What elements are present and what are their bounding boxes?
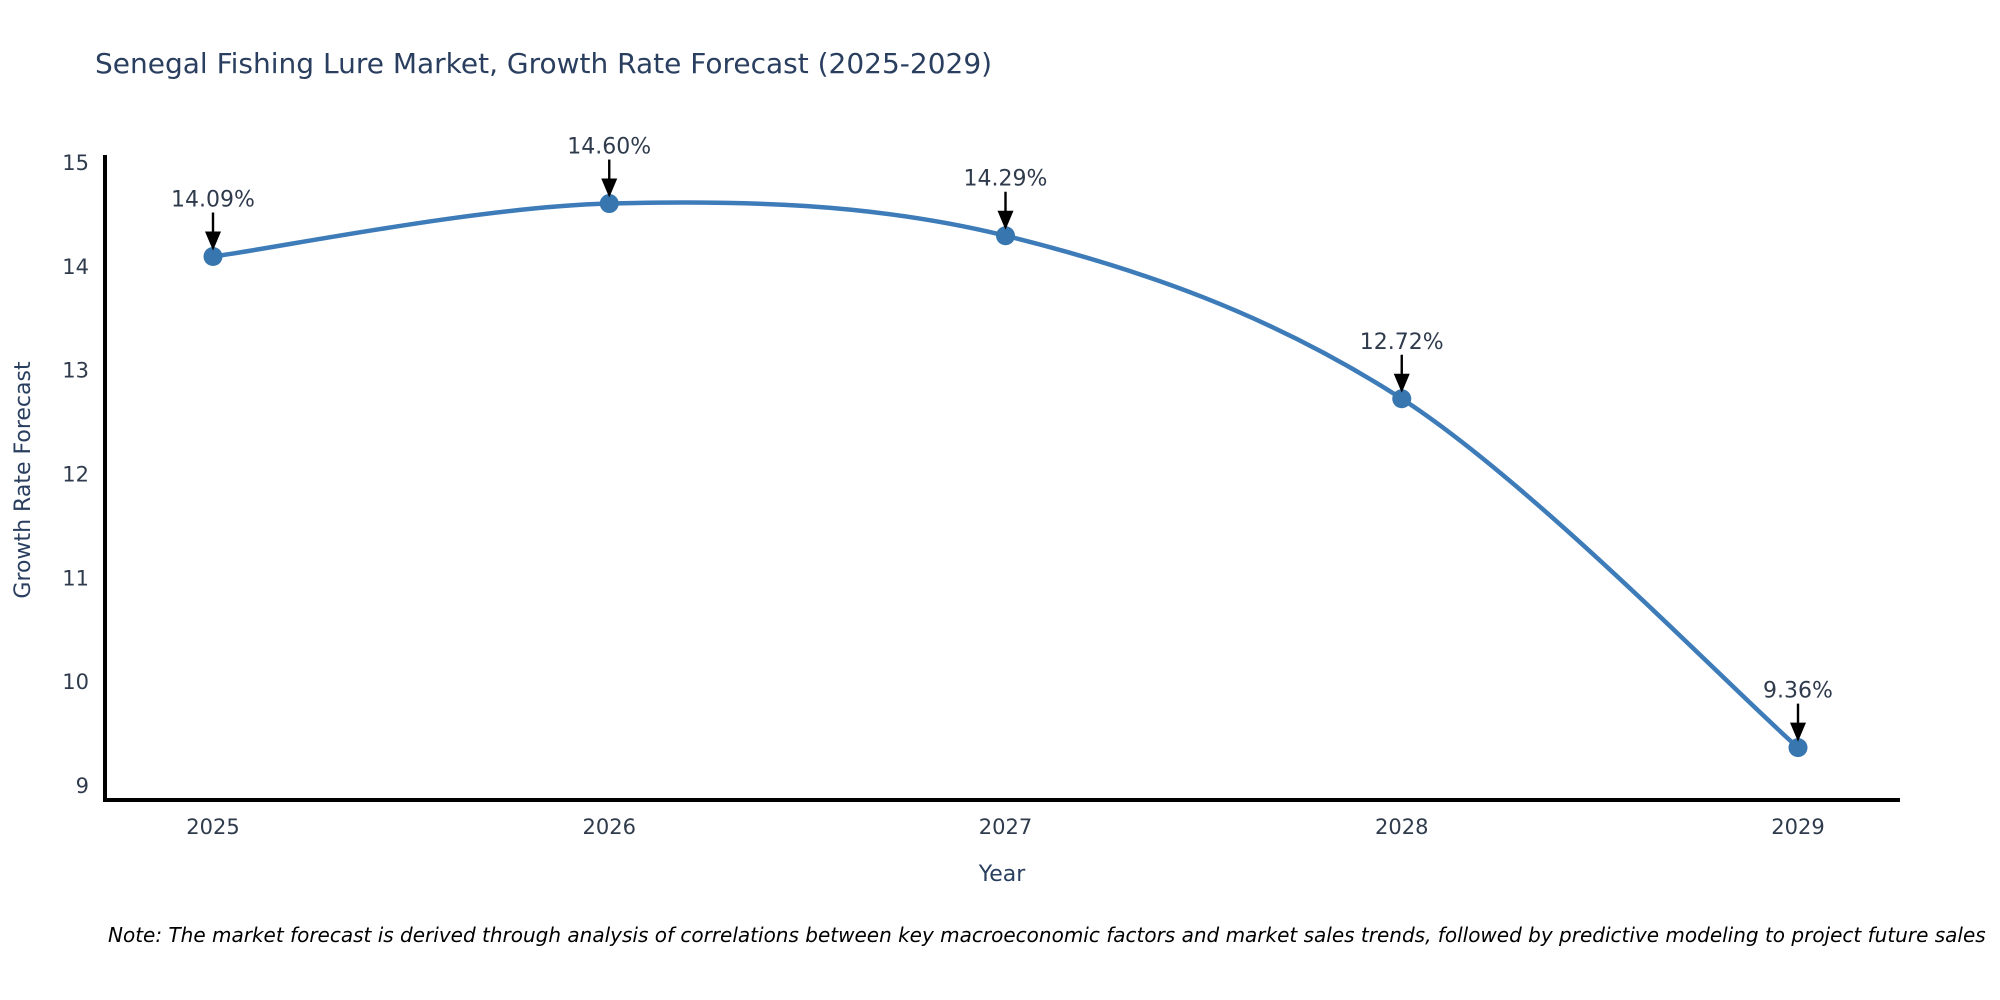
x-tick-label-2028: 2028 bbox=[1375, 815, 1428, 839]
annotation-arrowhead-2028 bbox=[1393, 373, 1410, 393]
x-tick-label-2026: 2026 bbox=[583, 815, 636, 839]
y-tick-label-12: 12 bbox=[62, 463, 89, 487]
data-point-2027 bbox=[996, 226, 1015, 246]
y-tick-label-11: 11 bbox=[62, 566, 89, 590]
x-axis-title: Year bbox=[978, 862, 1027, 887]
y-tick-label-13: 13 bbox=[62, 359, 89, 383]
annotation-label-2027: 14.29% bbox=[964, 167, 1048, 192]
x-tick-label-2029: 2029 bbox=[1771, 815, 1824, 839]
annotation-label-2025: 14.09% bbox=[171, 188, 255, 213]
annotation-arrowhead-2027 bbox=[997, 210, 1014, 230]
annotation-label-2029: 9.36% bbox=[1763, 679, 1833, 704]
footnote: Note: The market forecast is derived thr… bbox=[108, 923, 1986, 947]
axis-lines bbox=[103, 155, 1900, 802]
data-point-2025 bbox=[203, 247, 223, 267]
plot-area: 9 10 11 12 13 14 15 2025 2026 2027 2028 2029 14.09% 1… bbox=[62, 135, 1900, 839]
x-tick-label-2025: 2025 bbox=[186, 815, 239, 839]
annotation-label-2028: 12.72% bbox=[1360, 330, 1444, 355]
forecast-line bbox=[210, 200, 1801, 750]
annotation-arrowhead-2025 bbox=[205, 231, 221, 251]
data-point-2026 bbox=[599, 194, 619, 214]
chart-title: Senegal Fishing Lure Market, Growth Rate… bbox=[95, 47, 992, 80]
data-point-2029 bbox=[1788, 738, 1808, 758]
y-tick-label-15: 15 bbox=[62, 151, 89, 175]
y-tick-label-9: 9 bbox=[76, 774, 89, 798]
annotation-arrowhead-2026 bbox=[601, 178, 618, 198]
annotation-label-2026: 14.60% bbox=[567, 135, 651, 160]
x-tick-label-2027: 2027 bbox=[979, 815, 1032, 839]
y-axis-title: Growth Rate Forecast bbox=[11, 361, 36, 599]
y-tick-label-10: 10 bbox=[62, 670, 89, 694]
annotation-arrowhead-2029 bbox=[1790, 722, 1806, 742]
data-point-2028 bbox=[1392, 389, 1412, 409]
y-tick-label-14: 14 bbox=[62, 255, 89, 279]
